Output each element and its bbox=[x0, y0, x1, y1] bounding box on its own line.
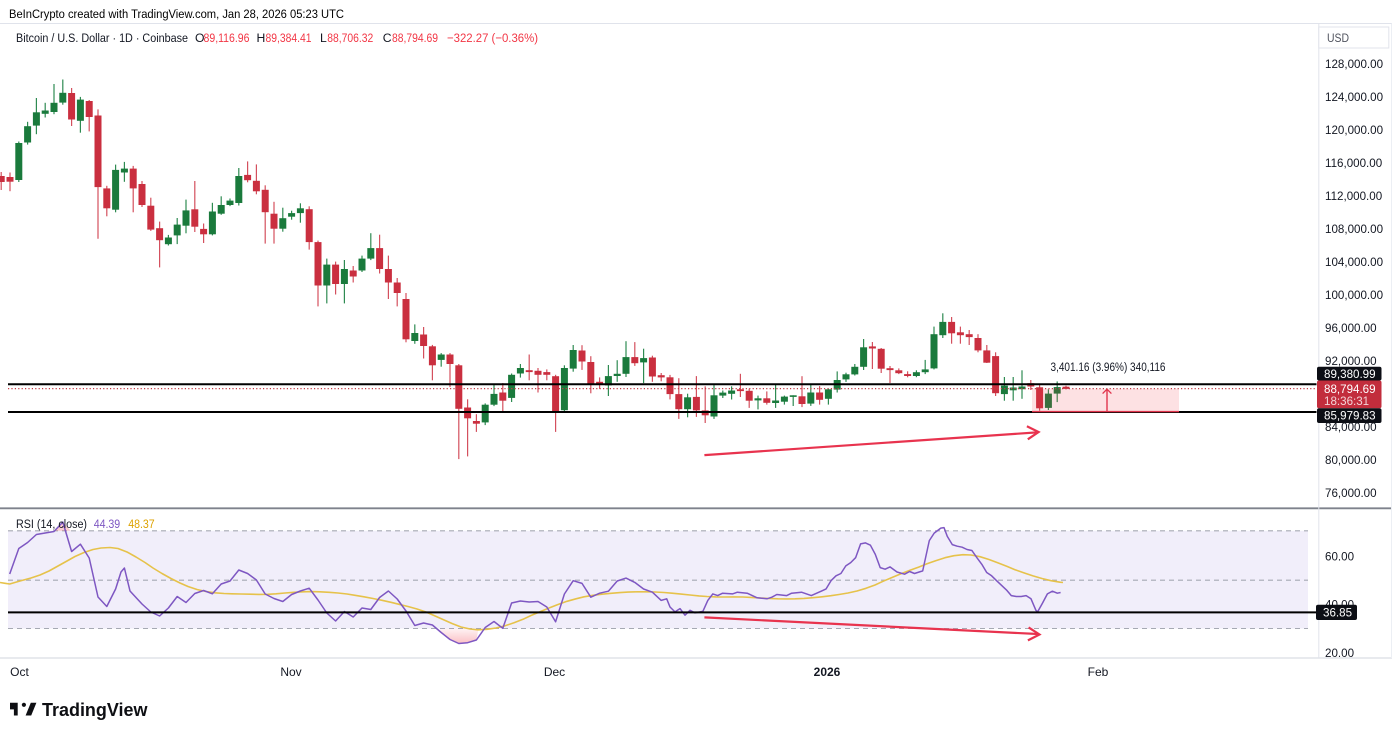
svg-text:120,000.00: 120,000.00 bbox=[1325, 124, 1383, 137]
svg-text:108,000.00: 108,000.00 bbox=[1325, 223, 1383, 236]
svg-text:76,000.00: 76,000.00 bbox=[1325, 487, 1377, 500]
svg-text:BeInCrypto created with Tradin: BeInCrypto created with TradingView.com,… bbox=[9, 7, 344, 21]
svg-text:96,000.00: 96,000.00 bbox=[1325, 322, 1377, 335]
svg-text:84,000.00: 84,000.00 bbox=[1325, 421, 1377, 434]
svg-text:C: C bbox=[383, 31, 392, 45]
svg-text:92,000.00: 92,000.00 bbox=[1325, 355, 1377, 368]
svg-text:89,116.96: 89,116.96 bbox=[204, 31, 250, 45]
svg-text:L: L bbox=[320, 31, 327, 45]
svg-text:48.37: 48.37 bbox=[128, 517, 155, 531]
svg-text:TradingView: TradingView bbox=[42, 699, 148, 720]
svg-text:18:36:31: 18:36:31 bbox=[1324, 395, 1369, 408]
svg-text:Dec: Dec bbox=[544, 665, 565, 679]
svg-text:88,706.32: 88,706.32 bbox=[327, 31, 373, 45]
svg-text:128,000.00: 128,000.00 bbox=[1325, 58, 1383, 71]
svg-text:124,000.00: 124,000.00 bbox=[1325, 91, 1383, 104]
svg-text:44.39: 44.39 bbox=[94, 517, 121, 531]
svg-text:H: H bbox=[257, 31, 266, 45]
svg-text:89,384.41: 89,384.41 bbox=[266, 31, 312, 45]
svg-text:3,401.16 (3.96%) 340,116: 3,401.16 (3.96%) 340,116 bbox=[1051, 360, 1166, 374]
svg-text:88,794.69: 88,794.69 bbox=[392, 31, 438, 45]
svg-text:O: O bbox=[195, 31, 204, 45]
svg-text:89,380.99: 89,380.99 bbox=[1324, 368, 1376, 381]
svg-text:20.00: 20.00 bbox=[1325, 647, 1354, 660]
svg-text:Oct: Oct bbox=[10, 665, 29, 679]
svg-text:Feb: Feb bbox=[1088, 665, 1109, 679]
svg-text:36.85: 36.85 bbox=[1323, 607, 1352, 620]
svg-text:2026: 2026 bbox=[814, 665, 841, 679]
svg-text:88,794.69: 88,794.69 bbox=[1324, 383, 1376, 396]
svg-text:116,000.00: 116,000.00 bbox=[1325, 157, 1382, 170]
svg-text:104,000.00: 104,000.00 bbox=[1325, 256, 1383, 269]
svg-text:60.00: 60.00 bbox=[1325, 550, 1354, 563]
svg-text:RSI (14, close): RSI (14, close) bbox=[16, 517, 87, 531]
svg-text:−322.27 (−0.36%): −322.27 (−0.36%) bbox=[447, 31, 538, 45]
svg-text:112,000.00: 112,000.00 bbox=[1325, 190, 1382, 203]
svg-text:85,979.83: 85,979.83 bbox=[1324, 410, 1376, 423]
svg-text:100,000.00: 100,000.00 bbox=[1325, 289, 1383, 302]
svg-text:Bitcoin / U.S. Dollar · 1D · C: Bitcoin / U.S. Dollar · 1D · Coinbase bbox=[16, 31, 188, 45]
svg-text:USD: USD bbox=[1327, 31, 1349, 45]
svg-text:80,000.00: 80,000.00 bbox=[1325, 454, 1377, 467]
svg-text:Nov: Nov bbox=[280, 665, 301, 679]
